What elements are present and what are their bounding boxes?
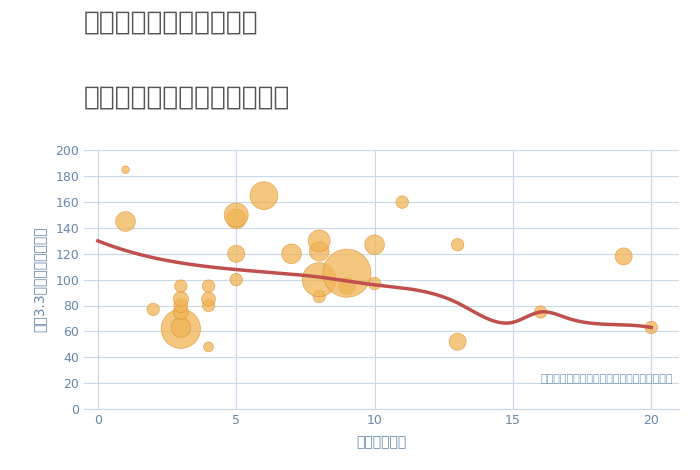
Point — [175, 325, 186, 333]
Point — [230, 212, 241, 219]
Point — [175, 282, 186, 290]
Point — [314, 276, 325, 283]
Point — [203, 302, 214, 309]
Point — [452, 241, 463, 249]
Point — [120, 166, 131, 173]
Point — [286, 250, 297, 258]
Point — [175, 302, 186, 309]
Point — [342, 269, 353, 277]
Text: 駅距離別中古マンション価格: 駅距離別中古マンション価格 — [84, 85, 290, 110]
Point — [314, 247, 325, 255]
Point — [369, 280, 380, 287]
Point — [452, 338, 463, 345]
Point — [535, 308, 546, 316]
Point — [203, 295, 214, 303]
Point — [258, 192, 270, 199]
Y-axis label: 坪（3.3㎡）単価（万円）: 坪（3.3㎡）単価（万円） — [33, 227, 47, 332]
Point — [314, 293, 325, 300]
Point — [230, 250, 241, 258]
Point — [369, 241, 380, 249]
Point — [618, 253, 629, 260]
Point — [645, 324, 657, 331]
Point — [203, 282, 214, 290]
Point — [148, 306, 159, 313]
Point — [314, 237, 325, 244]
Point — [230, 215, 241, 223]
Point — [175, 324, 186, 331]
Point — [397, 198, 408, 206]
Point — [120, 218, 131, 225]
Text: 円の大きさは、取引のあった物件面積を示す: 円の大きさは、取引のあった物件面積を示す — [541, 374, 673, 384]
Point — [175, 308, 186, 316]
Point — [342, 282, 353, 290]
Text: 兵庫県宝塚市下佐曽利の: 兵庫県宝塚市下佐曽利の — [84, 9, 258, 35]
X-axis label: 駅距離（分）: 駅距離（分） — [356, 435, 407, 449]
Point — [230, 276, 241, 283]
Point — [203, 343, 214, 351]
Point — [175, 295, 186, 303]
